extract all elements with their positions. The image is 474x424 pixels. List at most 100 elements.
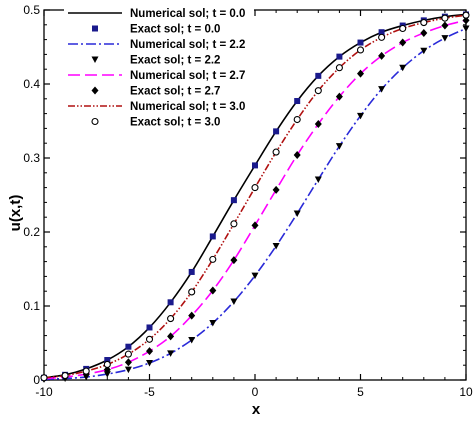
y-tick-label: 0.4 — [23, 77, 40, 91]
series-3-point — [399, 64, 407, 72]
series-5-point — [209, 286, 217, 295]
series-5-point — [462, 16, 470, 25]
series-5-point — [146, 347, 153, 356]
series-1-point — [104, 357, 111, 364]
series-3-point — [146, 359, 153, 367]
x-tick-label: -5 — [144, 385, 155, 399]
legend-background — [64, 4, 254, 132]
series-7-point — [399, 24, 407, 33]
legend-label: Numerical sol; t = 3.0 — [130, 101, 245, 113]
series-3-point — [420, 47, 428, 55]
series-5-point — [251, 221, 259, 230]
series-3-point — [209, 320, 217, 327]
legend-label: Numerical sol; t = 0.0 — [130, 8, 245, 20]
series-line-2 — [43, 27, 467, 381]
legend-marker-swatch — [91, 117, 99, 126]
series-7-point — [124, 350, 132, 358]
series-5-point — [314, 119, 322, 128]
series-5-point — [357, 69, 364, 78]
series-1-point — [336, 53, 343, 60]
series-3-point — [462, 25, 470, 32]
series-3-point — [188, 337, 196, 344]
series-7-point — [314, 87, 322, 95]
series-5-point — [272, 185, 280, 194]
series-1-point — [230, 197, 237, 204]
series-1-point — [252, 162, 258, 169]
series-7-point — [251, 184, 259, 192]
series-5-point — [441, 21, 449, 30]
series-3-point — [357, 112, 364, 120]
series-5-point — [335, 92, 343, 101]
series-7-point — [441, 14, 449, 22]
series-1-point — [209, 233, 216, 240]
legend-label: Exact sol; t = 2.7 — [130, 86, 220, 98]
series-7-point — [61, 372, 69, 380]
legend-label: Exact sol; t = 2.2 — [130, 55, 220, 67]
series-7-point — [40, 374, 48, 382]
y-tick-label: 0.1 — [23, 299, 40, 313]
series-1-point — [146, 324, 153, 331]
series-3-point — [293, 210, 301, 217]
series-7-point — [420, 19, 428, 27]
x-tick-label: 10 — [459, 385, 473, 399]
series-3-point — [230, 298, 238, 306]
x-tick-label: -10 — [35, 385, 53, 399]
series-5-point — [167, 332, 175, 341]
series-5-point — [188, 311, 196, 320]
series-1-point — [315, 72, 322, 79]
series-7-point — [272, 148, 280, 156]
series-5-point — [378, 51, 386, 60]
y-tick-label: 0.5 — [23, 3, 40, 17]
series-7-point — [356, 46, 365, 54]
legend-marker-swatch — [92, 25, 98, 32]
series-3-point — [103, 371, 111, 378]
series-7-point — [82, 367, 90, 375]
series-3-point — [314, 176, 322, 183]
legend-marker-swatch — [91, 86, 99, 95]
series-3-point — [124, 366, 132, 374]
series-7-point — [378, 33, 386, 41]
series-3-point — [335, 143, 343, 150]
series-7-point — [188, 288, 196, 296]
legend-label: Exact sol; t = 0.0 — [130, 24, 220, 36]
series-3-point — [441, 35, 449, 42]
x-tick-label: 5 — [357, 385, 364, 399]
series-1-point — [125, 343, 132, 350]
y-tick-label: 0 — [33, 373, 40, 387]
series-7-point — [103, 360, 111, 369]
series-3-point — [272, 243, 280, 250]
series-1-point — [357, 39, 364, 46]
series-7-point — [230, 220, 238, 228]
series-1-point — [188, 268, 195, 275]
series-7-point — [145, 335, 154, 343]
series-5-point — [230, 256, 238, 265]
series-1-point — [167, 299, 174, 306]
y-tick-label: 0.2 — [23, 225, 40, 239]
legend-label: Numerical sol; t = 2.2 — [130, 39, 245, 51]
series-1-point — [294, 98, 301, 105]
legend-label: Exact sol; t = 3.0 — [130, 117, 220, 129]
series-7-point — [293, 115, 301, 124]
legend-marker-swatch — [91, 56, 99, 63]
series-7-point — [462, 11, 470, 19]
series-3-point — [378, 86, 386, 93]
legend-label: Numerical sol; t = 2.7 — [130, 70, 245, 82]
series-5-point — [293, 151, 301, 160]
series-5-point — [399, 38, 407, 47]
series-5-point — [420, 28, 428, 37]
series-3-point — [167, 350, 175, 357]
series-3-point — [251, 272, 259, 280]
series-7-point — [209, 255, 217, 263]
series-5-point — [124, 358, 132, 367]
series-7-point — [335, 64, 343, 72]
x-tick-label: 0 — [252, 385, 259, 399]
y-axis-title: u(x,t) — [7, 195, 24, 232]
series-1-point — [378, 29, 385, 36]
y-tick-label: 0.3 — [23, 151, 40, 165]
x-axis-title: x — [252, 401, 261, 418]
series-line-6 — [43, 14, 467, 379]
series-5-point — [103, 365, 111, 374]
series-7-point — [167, 315, 175, 323]
